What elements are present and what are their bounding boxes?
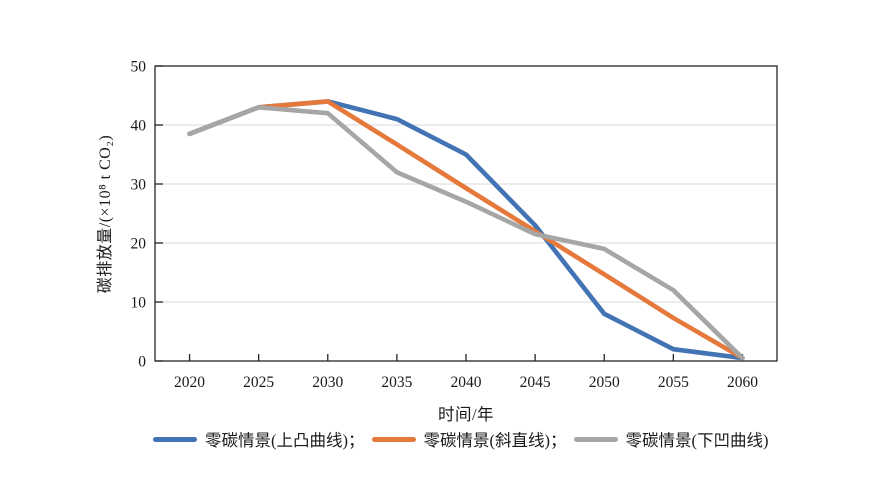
x-tick-label: 2025	[243, 374, 274, 391]
x-tick-label: 2035	[381, 374, 412, 391]
y-tick-label: 20	[131, 236, 147, 253]
y-tick-label: 50	[131, 59, 147, 76]
x-tick-label: 2020	[174, 374, 205, 391]
legend-label-straight: 零碳情景(斜直线)；	[423, 431, 567, 450]
series-line-straight-orange	[187, 99, 745, 361]
x-tick-label: 2055	[658, 374, 689, 391]
x-tick-label: 2030	[312, 374, 343, 391]
legend-label-convex: 零碳情景(上凸曲线)；	[205, 431, 365, 450]
legend-swatch-straight-line	[371, 436, 416, 442]
legend-label-concave: 零碳情景(下凹曲线)	[625, 431, 769, 450]
x-tick-label: 2045	[520, 374, 551, 391]
series-line-convex-blue	[187, 99, 745, 361]
x-tick-label: 2040	[451, 374, 482, 391]
series-line-concave-gray	[187, 105, 745, 361]
legend-item-straight: 零碳情景(斜直线)；	[371, 427, 567, 451]
x-tick-label: 2050	[589, 374, 620, 391]
y-tick-label: 40	[131, 118, 147, 135]
y-tick-label: 0	[138, 354, 146, 371]
legend-item-convex: 零碳情景(上凸曲线)；	[153, 427, 365, 451]
legend-swatch-convex-line	[153, 436, 197, 442]
x-axis-title: 时间/年	[437, 405, 495, 424]
legend-item-concave: 零碳情景(下凹曲线)	[573, 427, 769, 451]
plot-border	[154, 65, 778, 362]
legend-swatch-concave-line	[573, 436, 618, 442]
y-axis-title: 碳排放量/(×10⁸ t CO₂)	[97, 134, 114, 294]
legend: 零碳情景(上凸曲线)； 零碳情景(斜直线)； 零碳情景(下凹曲线)	[153, 427, 853, 451]
y-tick-label: 30	[131, 177, 147, 194]
y-tick-label: 10	[131, 295, 147, 312]
x-tick-label: 2060	[727, 374, 758, 391]
